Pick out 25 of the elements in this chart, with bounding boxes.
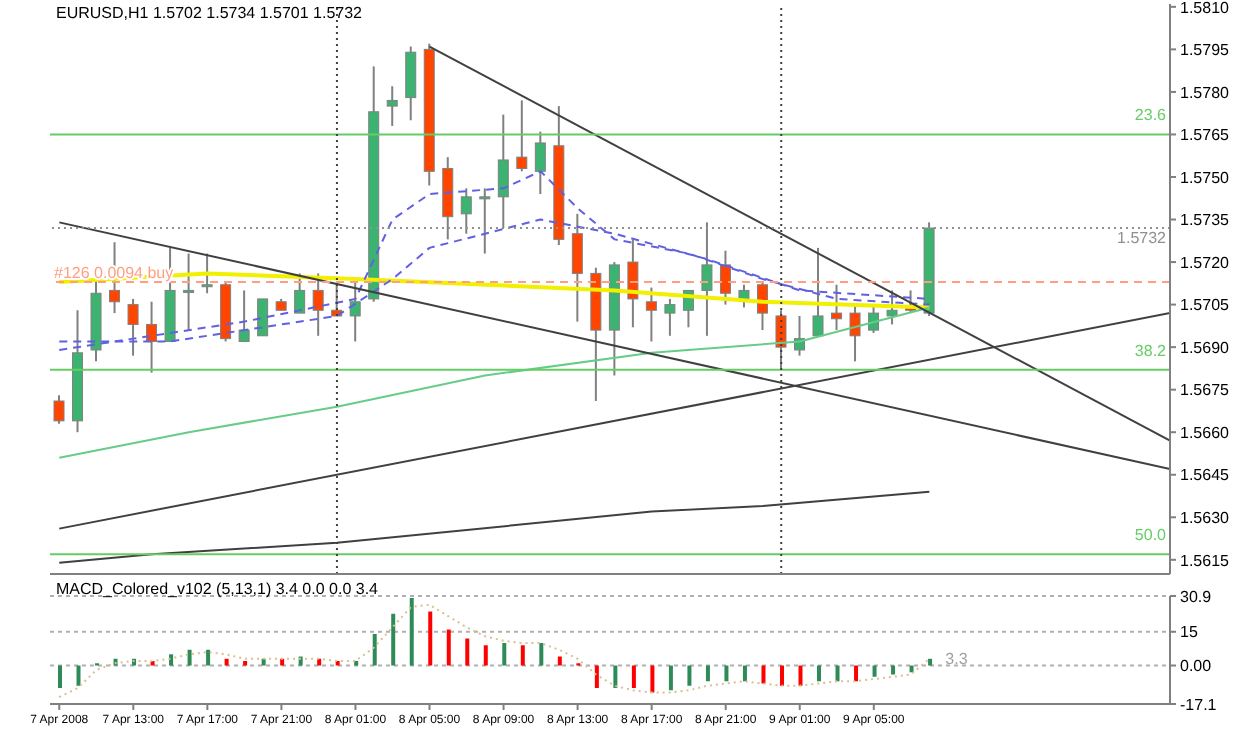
y-tick-label: 1.5630 bbox=[1180, 508, 1231, 527]
y-tick-label: -17.1 bbox=[1180, 695, 1218, 714]
y-tick-label: 1.5810 bbox=[1180, 0, 1231, 17]
annotation: 3.3 bbox=[945, 650, 969, 669]
y-tick-label: 30.9 bbox=[1180, 587, 1213, 606]
y-tick-label: 1.5615 bbox=[1180, 551, 1231, 570]
annotation: 38.2 bbox=[1134, 341, 1168, 360]
ref-line-label: 1.5732 bbox=[1117, 229, 1168, 248]
y-tick-label: 1.5690 bbox=[1180, 338, 1231, 357]
y-tick-label: 1.5720 bbox=[1180, 253, 1231, 272]
y-tick-label: 1.5660 bbox=[1180, 423, 1231, 442]
y-tick-label: 15 bbox=[1180, 623, 1199, 642]
y-tick-label: 1.5750 bbox=[1180, 168, 1231, 187]
chart-title: MACD_Colored_v102 (5,13,1) 3.4 0.0 0.0 3.4 bbox=[56, 580, 378, 598]
y-tick-label: 1.5765 bbox=[1180, 126, 1231, 145]
y-tick-label: 1.5780 bbox=[1180, 83, 1231, 102]
y-tick-label: 0.00 bbox=[1180, 657, 1213, 676]
chart-title: EURUSD,H1 1.5702 1.5734 1.5701 1.5732 bbox=[56, 4, 362, 22]
y-tick-label: 1.5705 bbox=[1180, 296, 1231, 315]
annotation: 50.0 bbox=[1134, 526, 1168, 545]
y-tick-label: 1.5645 bbox=[1180, 466, 1231, 485]
y-tick-label: 1.5675 bbox=[1180, 381, 1231, 400]
y-tick-label: 1.5735 bbox=[1180, 211, 1231, 230]
y-tick-label: 1.5795 bbox=[1180, 41, 1231, 60]
annotation: 23.6 bbox=[1134, 106, 1168, 125]
